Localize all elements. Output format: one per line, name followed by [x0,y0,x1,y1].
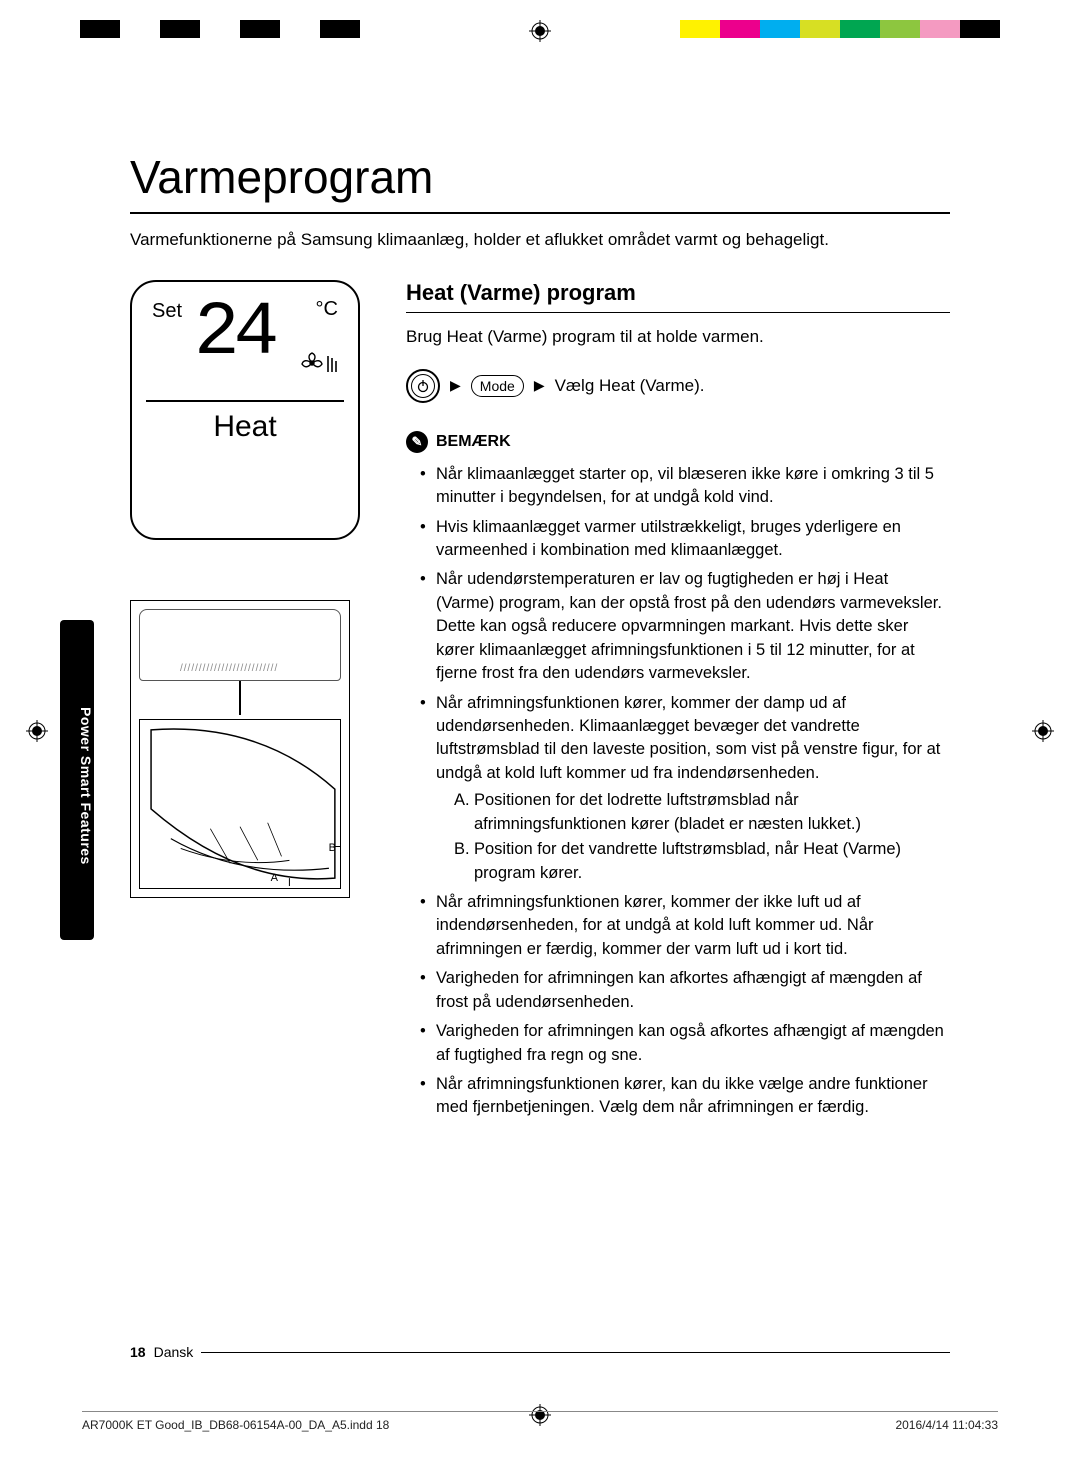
lcd-temperature: 24 [194,290,273,376]
title-rule [130,212,950,214]
note-item: Når udendørstemperaturen er lav og fugti… [424,568,950,685]
notes-list: Når klimaanlægget starter op, vil blæser… [406,463,950,1120]
registration-mark-icon [1032,720,1054,742]
registration-mark-icon [529,20,551,42]
section-subtext: Brug Heat (Varme) program til at holde v… [406,327,950,347]
side-tab: Power Smart Features [60,620,94,940]
note-item: Når klimaanlægget starter op, vil blæser… [424,463,950,510]
note-label: BEMÆRK [436,433,511,451]
airflow-diagram: ////////////////////////// A B [130,600,350,898]
arrow-icon: ▶ [534,377,545,394]
power-button-icon [406,369,440,403]
registration-mark-icon [26,720,48,742]
button-sequence: ▶ Mode ▶ Vælg Heat (Varme). [406,369,950,403]
page-footer: 18 Dansk [130,1344,950,1360]
mode-button-icon: Mode [471,375,524,397]
sequence-text: Vælg Heat (Varme). [555,376,705,396]
lcd-unit: °C [316,298,338,321]
remote-display: Set 24 °C [130,280,360,540]
print-file: AR7000K ET Good_IB_DB68-06154A-00_DA_A5.… [82,1418,389,1432]
subnote-item: A.Positionen for det lodrette luftstrøms… [454,789,950,836]
lcd-mode: Heat [132,410,358,444]
note-item: Hvis klimaanlægget varmer utilstrækkelig… [424,516,950,563]
note-item: Når afrimningsfunktionen kører, kommer d… [424,692,950,885]
intro-text: Varmefunktionerne på Samsung klimaanlæg,… [130,228,950,252]
section-heading: Heat (Varme) program [406,280,950,313]
note-icon: ✎ [406,431,428,453]
page-content: Varmeprogram Varmefunktionerne på Samsun… [130,150,950,1126]
diagram-label-b: B [329,842,336,854]
indoor-unit-illustration: ////////////////////////// [139,609,341,681]
note-item: Varigheden for afrimningen kan afkortes … [424,967,950,1014]
note-header: ✎ BEMÆRK [406,431,950,453]
diagram-label-a: A [271,872,278,884]
note-item: Varigheden for afrimningen kan også afko… [424,1020,950,1067]
note-item: Når afrimningsfunktionen kører, kommer d… [424,891,950,961]
subnote-item: B.Position for det vandrette luftstrømsb… [454,838,950,885]
print-timestamp: 2016/4/14 11:04:33 [895,1418,998,1432]
page-language: Dansk [154,1344,194,1360]
page-number: 18 [130,1344,146,1360]
lcd-set-label: Set [152,300,182,323]
page-title: Varmeprogram [130,150,950,204]
fan-icon [300,348,340,378]
vane-detail-illustration: A B [139,719,341,889]
print-footer: AR7000K ET Good_IB_DB68-06154A-00_DA_A5.… [82,1411,998,1432]
arrow-icon: ▶ [450,377,461,394]
note-item: Når afrimningsfunktionen kører, kan du i… [424,1073,950,1120]
